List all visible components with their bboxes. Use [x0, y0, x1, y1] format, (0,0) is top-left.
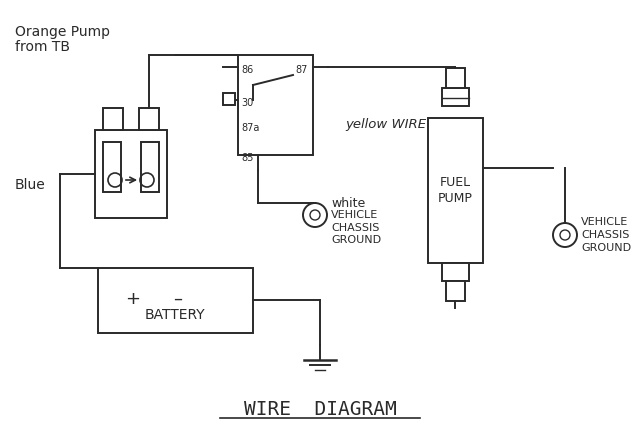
- Text: FUEL: FUEL: [440, 176, 470, 188]
- Bar: [223, 93, 235, 105]
- Text: 86: 86: [241, 65, 253, 75]
- Bar: [95, 130, 167, 218]
- Text: 30: 30: [241, 98, 253, 108]
- Text: –: –: [173, 290, 182, 308]
- Text: white: white: [331, 197, 365, 210]
- Bar: [446, 281, 465, 301]
- Bar: [428, 118, 483, 263]
- Text: 85: 85: [241, 153, 253, 163]
- Text: CHASSIS: CHASSIS: [331, 223, 380, 233]
- Text: GROUND: GROUND: [331, 235, 381, 245]
- Text: GROUND: GROUND: [581, 243, 631, 253]
- Circle shape: [560, 230, 570, 240]
- Text: Orange Pump: Orange Pump: [15, 25, 110, 39]
- Text: from TB: from TB: [15, 40, 70, 54]
- Text: 87: 87: [295, 65, 307, 75]
- Bar: [139, 108, 159, 130]
- Bar: [238, 55, 313, 155]
- Bar: [103, 108, 123, 130]
- Circle shape: [310, 210, 320, 220]
- Bar: [141, 142, 159, 192]
- Bar: [442, 263, 469, 281]
- Text: PUMP: PUMP: [438, 192, 472, 204]
- Text: 87a: 87a: [241, 123, 259, 133]
- Bar: [103, 142, 121, 192]
- Text: yellow WIRE: yellow WIRE: [345, 118, 426, 131]
- Text: BATTERY: BATTERY: [145, 308, 205, 322]
- Bar: [446, 68, 465, 88]
- Text: +: +: [125, 290, 141, 308]
- Text: VEHICLE: VEHICLE: [331, 210, 378, 220]
- Text: VEHICLE: VEHICLE: [581, 217, 628, 227]
- Text: Blue: Blue: [15, 178, 45, 192]
- Text: WIRE  DIAGRAM: WIRE DIAGRAM: [244, 400, 396, 419]
- Bar: [442, 88, 469, 106]
- Text: CHASSIS: CHASSIS: [581, 230, 629, 240]
- Bar: [98, 268, 253, 333]
